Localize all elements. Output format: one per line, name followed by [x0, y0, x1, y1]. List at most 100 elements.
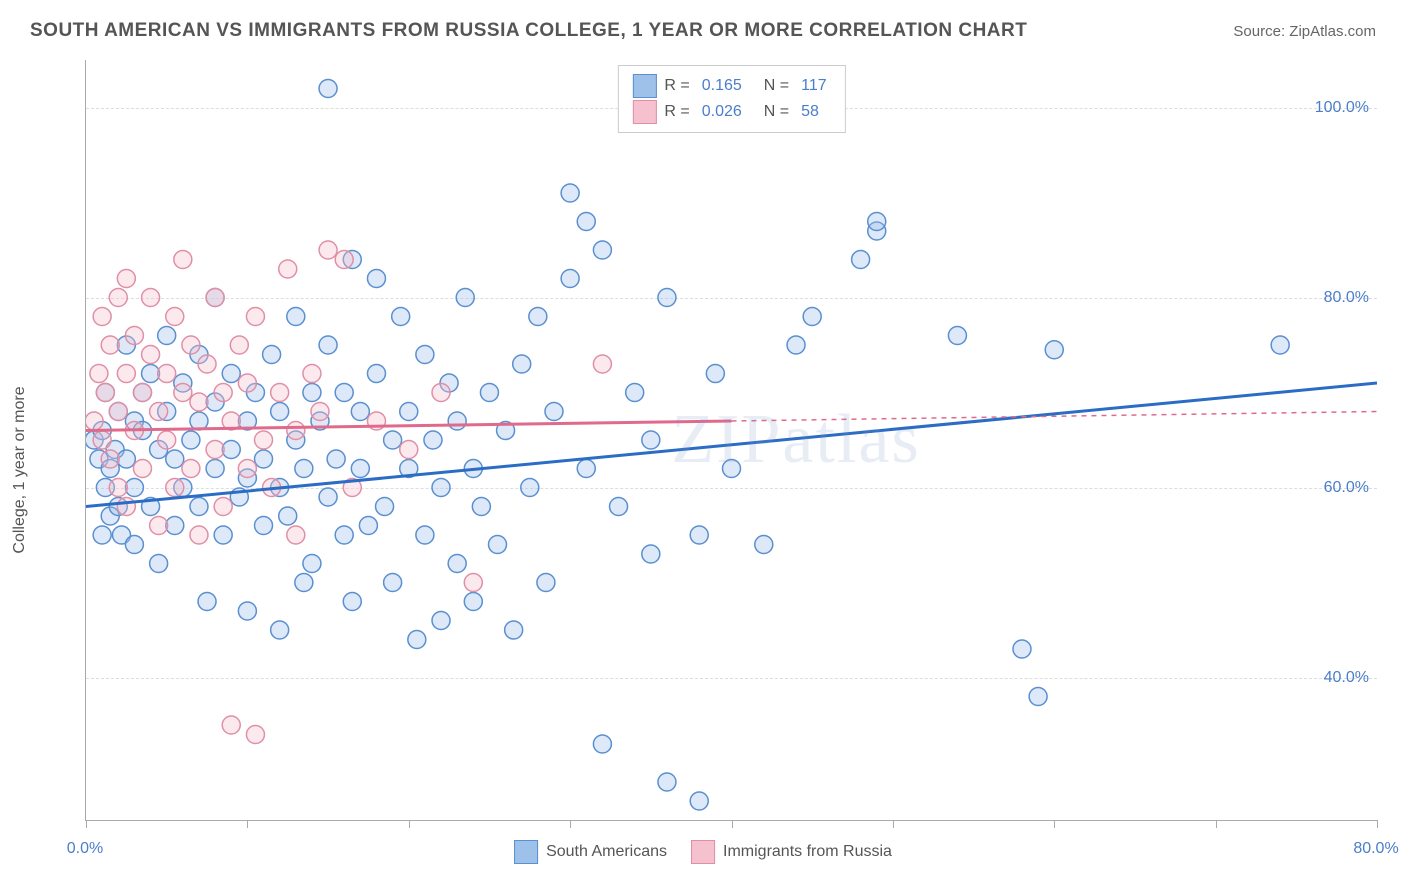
data-point: [311, 403, 329, 421]
data-point: [432, 479, 450, 497]
data-point: [448, 412, 466, 430]
data-point: [351, 403, 369, 421]
source-prefix: Source:: [1233, 23, 1289, 40]
data-point: [246, 308, 264, 326]
data-point: [150, 555, 168, 573]
data-point: [319, 336, 337, 354]
data-point: [327, 450, 345, 468]
data-point: [658, 289, 676, 307]
data-point: [198, 355, 216, 373]
data-point: [279, 260, 297, 278]
x-tick-label: 0.0%: [67, 840, 103, 858]
data-point: [125, 327, 143, 345]
data-point: [255, 431, 273, 449]
x-tick: [893, 820, 894, 828]
data-point: [174, 384, 192, 402]
data-point: [658, 773, 676, 791]
data-point: [480, 384, 498, 402]
data-point: [174, 251, 192, 269]
data-point: [279, 507, 297, 525]
data-point: [384, 574, 402, 592]
n-label: N =: [764, 103, 789, 121]
data-point: [238, 374, 256, 392]
data-point: [448, 555, 466, 573]
data-point: [335, 526, 353, 544]
x-tick: [1054, 820, 1055, 828]
data-point: [125, 536, 143, 554]
data-point: [593, 241, 611, 259]
data-point: [150, 403, 168, 421]
data-point: [529, 308, 547, 326]
x-tick-label: 80.0%: [1353, 840, 1398, 858]
data-point: [166, 479, 184, 497]
data-point: [238, 460, 256, 478]
plot-area: ZIPatlas R = 0.165 N = 117 R = 0.026 N =…: [85, 60, 1377, 821]
data-point: [424, 431, 442, 449]
data-point: [521, 479, 539, 497]
data-point: [150, 517, 168, 535]
data-point: [206, 460, 224, 478]
x-tick: [86, 820, 87, 828]
n-value-2: 58: [801, 103, 819, 121]
data-point: [295, 574, 313, 592]
data-point: [561, 184, 579, 202]
data-point: [456, 289, 474, 307]
data-point: [101, 450, 119, 468]
data-point: [182, 431, 200, 449]
source-name: ZipAtlas.com: [1289, 23, 1376, 40]
data-point: [109, 479, 127, 497]
data-point: [392, 308, 410, 326]
data-point: [367, 365, 385, 383]
data-point: [335, 251, 353, 269]
x-tick: [247, 820, 248, 828]
legend-swatch-blue: [514, 840, 538, 864]
data-point: [384, 431, 402, 449]
data-point: [166, 308, 184, 326]
data-point: [158, 365, 176, 383]
data-point: [367, 270, 385, 288]
data-point: [400, 441, 418, 459]
data-point: [222, 365, 240, 383]
data-point: [432, 384, 450, 402]
series-legend: South Americans Immigrants from Russia: [514, 840, 892, 864]
data-point: [142, 346, 160, 364]
data-point: [166, 450, 184, 468]
data-point: [190, 526, 208, 544]
data-point: [376, 498, 394, 516]
data-point: [93, 431, 111, 449]
data-point: [182, 460, 200, 478]
r-value-1: 0.165: [702, 77, 742, 95]
data-point: [214, 384, 232, 402]
data-point: [577, 213, 595, 231]
data-point: [142, 365, 160, 383]
data-point: [206, 441, 224, 459]
data-point: [416, 526, 434, 544]
data-point: [319, 488, 337, 506]
data-point: [287, 422, 305, 440]
data-point: [109, 403, 127, 421]
data-point: [117, 450, 135, 468]
data-point: [214, 498, 232, 516]
data-point: [255, 450, 273, 468]
data-point: [90, 365, 108, 383]
r-label: R =: [664, 77, 689, 95]
data-point: [505, 621, 523, 639]
data-point: [489, 536, 507, 554]
r-label: R =: [664, 103, 689, 121]
data-point: [190, 393, 208, 411]
y-axis-label: College, 1 year or more: [11, 386, 29, 553]
data-point: [182, 336, 200, 354]
data-point: [690, 526, 708, 544]
data-point: [142, 289, 160, 307]
data-point: [335, 384, 353, 402]
legend-swatch-pink: [632, 100, 656, 124]
data-point: [255, 517, 273, 535]
data-point: [263, 346, 281, 364]
data-point: [166, 517, 184, 535]
data-point: [246, 726, 264, 744]
data-point: [271, 384, 289, 402]
legend-label: South Americans: [546, 843, 667, 861]
data-point: [158, 431, 176, 449]
data-point: [238, 602, 256, 620]
data-point: [1013, 640, 1031, 658]
